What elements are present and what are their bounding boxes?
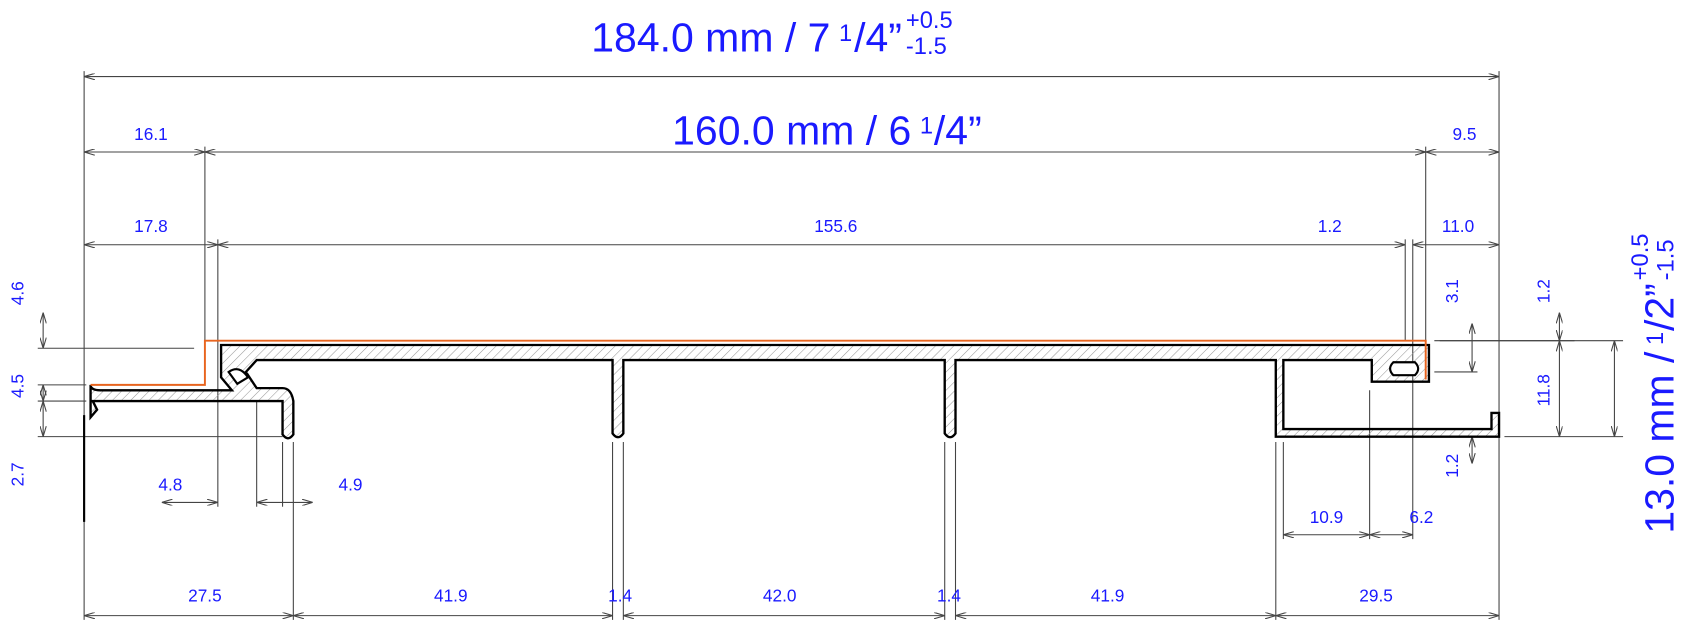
dimension-label: 41.9: [1091, 586, 1125, 606]
dimension-label: 4.8: [158, 475, 182, 495]
dimension-label: 1.2: [1442, 454, 1462, 478]
profile: [89, 343, 1501, 440]
dimension-label: 10.9: [1310, 507, 1344, 527]
dimension-label: 41.9: [434, 586, 468, 606]
dimension-label: 27.5: [188, 586, 222, 606]
dimension-label: 1.2: [1318, 216, 1342, 236]
profile-hook: [1389, 361, 1420, 377]
dimension-label: 4.5: [8, 374, 28, 398]
dimension-lines: [37, 71, 1624, 620]
dimension-label: 155.6: [814, 216, 857, 236]
tolerance: +0.5: [1628, 233, 1654, 280]
fraction: 1: [839, 21, 852, 47]
tolerance: -1.5: [906, 34, 947, 60]
fraction: /4”: [854, 15, 902, 61]
tolerance: -1.5: [1654, 239, 1680, 280]
dimension-label: 4.9: [339, 475, 363, 495]
dimension-label: 3.1: [1442, 279, 1462, 303]
cover-width: 160.0 mm / 6: [672, 107, 911, 153]
fraction: /4”: [934, 107, 982, 153]
dimension-label: 1.4: [937, 586, 961, 606]
fraction: 1: [920, 114, 933, 140]
profile-hook: [227, 368, 250, 386]
tolerance: +0.5: [906, 8, 953, 34]
dimension-label: 2.7: [8, 462, 28, 486]
dimension-label: 1.2: [1534, 279, 1554, 303]
dimension-label: 42.0: [763, 586, 797, 606]
cover-line: [90, 339, 1427, 386]
dimension-label: 11.8: [1534, 374, 1554, 406]
overall-height: 13.0 mm /: [1637, 351, 1683, 534]
dimension-label: 11.0: [1442, 216, 1474, 236]
dimension-label: 16.1: [134, 124, 168, 144]
dimension-labels: 16.1 9.5 17.8 155.6 1.2 11.0 4.6 4.5 2.7 4.8 4.9 3.…: [8, 124, 1554, 605]
dimension-label: 17.8: [134, 216, 168, 236]
dimension-label: 29.5: [1359, 586, 1393, 606]
dimension-label: 6.2: [1409, 507, 1433, 527]
overall-width: 184.0 mm / 7: [591, 15, 830, 61]
dimension-label: 4.6: [8, 281, 28, 305]
dimension-label: 9.5: [1453, 124, 1477, 144]
fraction: /2”: [1637, 283, 1683, 331]
fraction: 1: [1643, 332, 1669, 345]
dimension-label: 1.4: [608, 586, 632, 606]
